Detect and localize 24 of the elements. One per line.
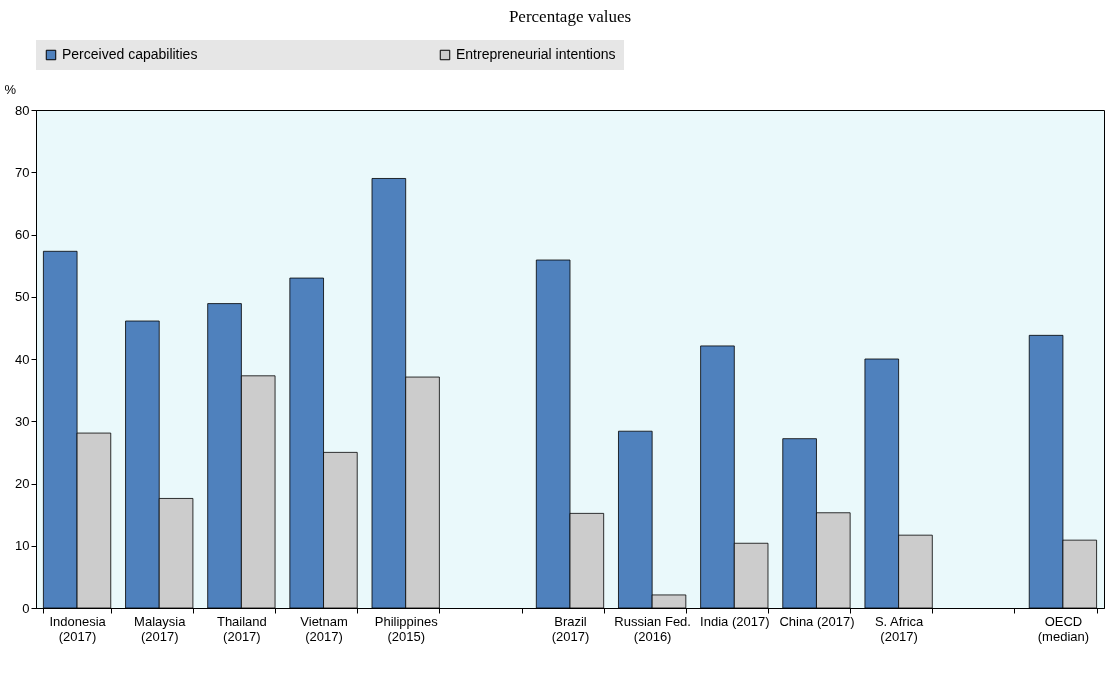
y-tick-label: 0	[22, 600, 30, 616]
y-tick-label: 30	[15, 413, 30, 429]
x-tick-label: Vietnam (2017)	[300, 613, 348, 644]
x-tick-label: Russian Fed. (2016)	[614, 613, 691, 644]
x-tick-label: Brazil (2017)	[551, 613, 590, 644]
x-tick-label: China (2017)	[779, 613, 855, 629]
y-tick-label: 80	[15, 102, 30, 118]
x-tick-label: Thailand (2017)	[216, 613, 267, 644]
chart-title: Percentage values	[508, 7, 632, 26]
x-tick-label: Philippines (2015)	[374, 613, 439, 644]
y-tick-label: 20	[15, 476, 30, 491]
legend-label: Perceived capabilities	[62, 46, 198, 62]
x-tick-label: India (2017)	[700, 613, 770, 629]
y-axis-title: %	[4, 81, 17, 97]
x-tick-label: OECD (median)	[1037, 613, 1090, 644]
x-tick-label: Malaysia (2017)	[134, 613, 187, 644]
legend-label: Entrepreneurial intentions	[456, 46, 616, 62]
x-tick-label: Indonesia (2017)	[49, 613, 107, 644]
y-tick-label: 70	[15, 164, 30, 180]
y-tick-label: 10	[15, 538, 30, 554]
y-tick-label: 40	[15, 351, 30, 367]
y-tick-label: 50	[15, 289, 30, 305]
y-tick-label: 60	[15, 227, 30, 242]
x-tick-label: S. Africa (2017)	[874, 613, 925, 644]
